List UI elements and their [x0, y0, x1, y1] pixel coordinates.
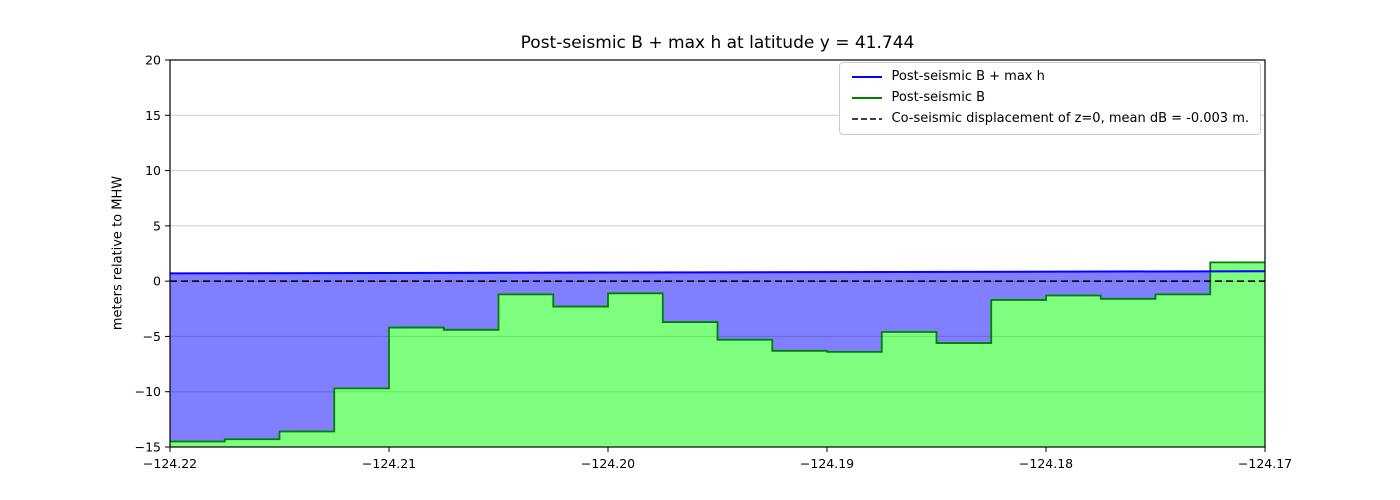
x-tick-label: −124.19 [800, 456, 854, 471]
legend-dashed-line-sample-icon [851, 118, 882, 121]
y-tick-label: 5 [153, 218, 161, 233]
y-tick-label: 15 [145, 108, 161, 123]
y-tick-label: −15 [135, 440, 161, 455]
legend-item-post-seismic-b: Post-seismic B [851, 89, 1250, 106]
y-tick-label: 0 [153, 274, 161, 289]
legend: Post-seismic B + max h Post-seismic B Co… [838, 62, 1261, 135]
x-tick-label: −124.20 [581, 456, 635, 471]
axes-frame [169, 59, 1266, 448]
chart-title: Post-seismic B + max h at latitude y = 4… [520, 33, 915, 53]
blue-fill-area [170, 271, 1211, 442]
legend-label: Post-seismic B [891, 89, 986, 105]
x-tick-label: −124.17 [1238, 456, 1292, 471]
legend-green-line-sample-icon [851, 97, 882, 100]
y-tick-label: 20 [145, 53, 161, 68]
y-tick-label: 10 [145, 163, 161, 178]
legend-item-post-seismic-b-max-h: Post-seismic B + max h [851, 69, 1250, 85]
post-seismic-b-max-h-line [169, 270, 1266, 275]
legend-item-co-seismic-displacement: Co-seismic displacement of z=0, mean dB … [851, 110, 1250, 127]
legend-blue-line-sample-icon [851, 76, 882, 79]
legend-label: Co-seismic displacement of z=0, mean dB … [891, 110, 1250, 126]
post-seismic-b-line [170, 261, 1265, 443]
x-tick-label: −124.18 [1019, 456, 1073, 471]
x-tick-label: −124.22 [143, 456, 197, 471]
y-tick-label: −10 [135, 384, 161, 399]
x-tick-label: −124.21 [362, 456, 416, 471]
y-axis-label: meters relative to MHW [110, 175, 126, 331]
legend-label: Post-seismic B + max h [891, 69, 1045, 84]
y-tick-label: −5 [143, 329, 161, 344]
